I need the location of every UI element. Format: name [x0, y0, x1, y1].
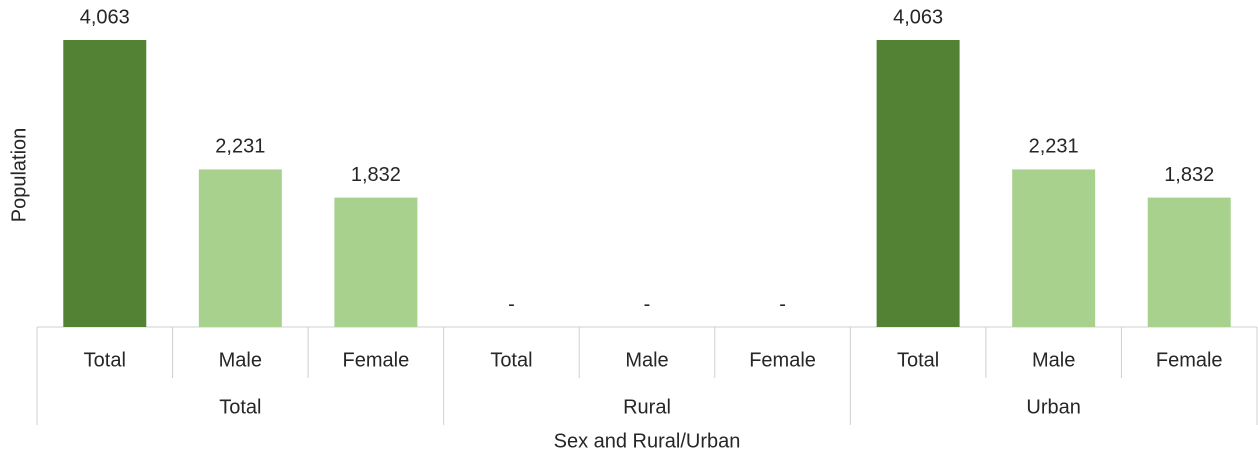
data-label: 4,063 [80, 6, 130, 28]
group-label: Rural [623, 396, 671, 418]
x-tick-label: Male [1032, 349, 1075, 371]
x-tick-label: Male [219, 349, 262, 371]
data-label: - [508, 293, 515, 315]
x-tick-label: Female [1156, 349, 1223, 371]
group-label: Urban [1026, 396, 1080, 418]
x-tick-label: Total [897, 349, 939, 371]
data-label: - [644, 293, 651, 315]
x-tick-label: Female [343, 349, 410, 371]
x-tick-label: Total [490, 349, 532, 371]
bar [1147, 197, 1231, 327]
bar [63, 40, 147, 327]
x-tick-label: Male [625, 349, 668, 371]
bar [334, 197, 418, 327]
x-axis-title: Sex and Rural/Urban [554, 430, 741, 452]
data-label: 1,832 [1164, 164, 1214, 186]
bar [198, 169, 282, 327]
group-label: Total [219, 396, 261, 418]
x-tick-label: Total [84, 349, 126, 371]
x-tick-label: Female [749, 349, 816, 371]
data-label: 2,231 [1029, 136, 1079, 158]
y-axis-title: Population [8, 128, 30, 223]
data-label: 2,231 [215, 136, 265, 158]
bar [1012, 169, 1096, 327]
data-label: 1,832 [351, 164, 401, 186]
data-label: - [779, 293, 786, 315]
bar [876, 40, 960, 327]
data-label: 4,063 [893, 6, 943, 28]
